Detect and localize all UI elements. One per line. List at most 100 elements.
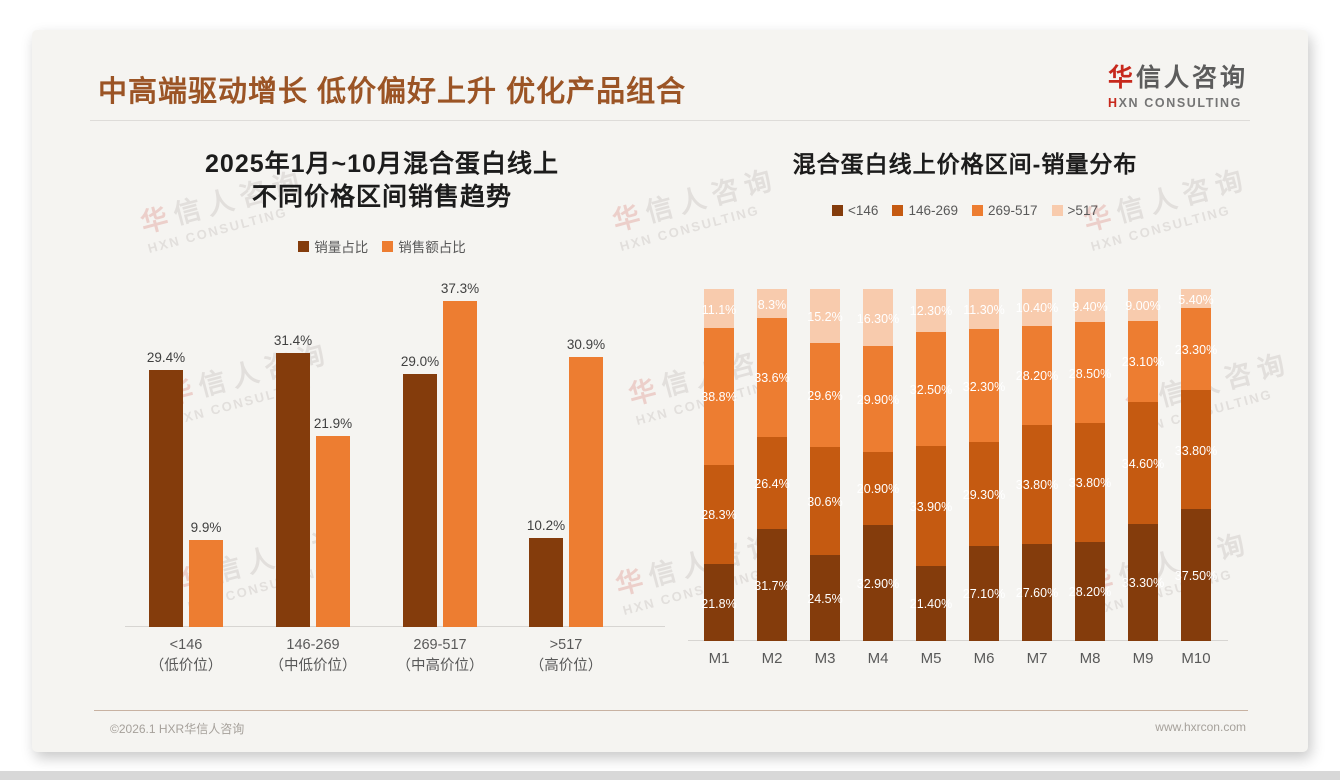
segment-value-label: 37.50% (1174, 569, 1218, 583)
stacked-bar-segment (810, 289, 840, 343)
bar-value-label: 37.3% (440, 281, 480, 296)
stacked-bar-segment (969, 289, 999, 329)
segment-value-label: 32.90% (856, 577, 900, 592)
bar (443, 301, 477, 627)
title-divider (90, 120, 1250, 121)
legend-item: 销售额占比 (382, 236, 466, 256)
bar (403, 374, 437, 627)
stacked-bar-segment (969, 545, 999, 641)
stacked-bar-segment (810, 447, 840, 555)
segment-value-label: 31.7% (754, 579, 790, 594)
segment-value-label: 28.50% (1068, 366, 1112, 381)
legend-item: >517 (1051, 203, 1098, 218)
slide-card: 华信人咨询 HXN CONSULTING 华信人咨询 HXN CONSULTING 华信… (32, 30, 1308, 752)
segment-value-label: 32.50% (909, 383, 953, 398)
legend-item: <146 (832, 203, 878, 218)
segment-value-label: 21.40% (909, 597, 953, 612)
month-label: M5 (920, 650, 942, 667)
brand-logo-en: HXN CONSULTING (1107, 96, 1242, 110)
segment-value-label: 29.30% (962, 488, 1006, 503)
segment-value-label: 29.90% (856, 393, 900, 407)
stacked-bar-segment (1181, 289, 1211, 309)
legend-swatch-icon (892, 205, 904, 216)
month-label: M2 (761, 650, 783, 667)
legend-swatch-icon (298, 240, 310, 252)
stacked-bar-segment (863, 346, 893, 452)
legend-item: 销量占比 (298, 236, 368, 256)
stacked-bar-segment (810, 554, 840, 641)
segment-value-label: 33.90% (909, 500, 953, 515)
left-x-axis (125, 626, 665, 627)
stacked-bar-segment (704, 464, 734, 565)
bar (529, 538, 563, 627)
stacked-bar-segment (916, 288, 946, 332)
segment-value-label: 29.6% (807, 388, 843, 403)
segment-value-label: 33.80% (1068, 476, 1112, 491)
stacked-bar-segment (810, 342, 840, 448)
legend-swatch-icon (382, 240, 394, 252)
stacked-bar-segment (1022, 289, 1052, 326)
stacked-bar-segment (1181, 509, 1211, 641)
stacked-bar-segment (757, 529, 787, 641)
segment-value-label: 32.30% (962, 379, 1006, 394)
brand-logo: 华信人咨询 HXN CONSULTING (1108, 58, 1248, 110)
bar (189, 540, 223, 627)
stacked-bar-segment (1075, 289, 1105, 323)
right-category-labels: M1 M2 M3 M4 M5 M6 M7 M8 M9 M10 (688, 650, 1228, 676)
legend-label: 销量占比 (314, 240, 369, 255)
legend-swatch-icon (1051, 205, 1063, 216)
footer-website: www.hxrcon.com (1155, 720, 1246, 734)
stacked-bar-segment (1128, 320, 1158, 402)
month-label: M6 (973, 650, 995, 667)
segment-value-label: 24.5% (807, 591, 843, 606)
right-chart-panel: 混合蛋白线上价格区间-销量分布 <146 146-269 269-517 >517 (678, 148, 1252, 218)
stacked-bar-segment (1181, 308, 1211, 391)
segment-value-label: 5.40% (1178, 292, 1214, 307)
stacked-bar-segment (916, 565, 946, 641)
bar-value-label: 30.9% (566, 337, 606, 352)
left-chart-title-line2: 不同价格区间销售趋势 (251, 183, 512, 211)
legend-label: 146-269 (908, 203, 958, 218)
segment-value-label: 20.90% (856, 482, 900, 497)
segment-value-label: 11.30% (963, 302, 1005, 317)
slide-title: 中高端驱动增长 低价偏好上升 优化产品组合 (98, 76, 687, 108)
stacked-bar-segment (1181, 390, 1211, 509)
footer-copyright: ©2026.1 HXR华信人咨询 (110, 722, 245, 736)
stacked-bar-segment (757, 318, 787, 437)
category-label: 146-269 （中低价位） (269, 637, 357, 674)
segment-value-label: 33.80% (1015, 478, 1059, 493)
stacked-bar-segment (1128, 289, 1158, 321)
segment-value-label: 12.30% (909, 304, 953, 319)
left-chart-title-line1: 2025年1月~10月混合蛋白线上 (205, 150, 559, 178)
segment-value-label: 15.2% (807, 310, 843, 325)
right-chart-title: 混合蛋白线上价格区间-销量分布 (792, 151, 1138, 177)
segment-value-label: 26.4% (754, 476, 790, 491)
segment-value-label: 11.1% (701, 302, 737, 317)
segment-value-label: 27.60% (1015, 586, 1059, 601)
bar-value-label: 29.0% (400, 354, 440, 369)
segment-value-label: 38.8% (701, 390, 737, 405)
bar (149, 370, 183, 627)
bar-value-label: 29.4% (146, 350, 186, 365)
month-label: M7 (1026, 650, 1048, 667)
segment-value-label: 8.3% (757, 297, 787, 312)
stacked-bar-segment (1075, 422, 1105, 542)
segment-value-label: 9.40% (1072, 299, 1108, 314)
stacked-bar-plot: 21.8% 28.3% 38.8% 11.1% 31.7% 26.4% 33.6% 8.3% 2… (688, 288, 1228, 641)
right-chart-legend: <146 146-269 269-517 >517 (678, 203, 1252, 218)
month-label: M10 (1181, 650, 1211, 667)
stacked-bar-segment (1022, 543, 1052, 641)
segment-value-label: 28.3% (701, 508, 737, 523)
left-category-labels: <146 （低价位） 146-269 （中低价位） 269-517 （中高价位） >517 （… (125, 635, 665, 685)
bar-value-label: 10.2% (526, 518, 566, 533)
segment-value-label: 34.60% (1121, 456, 1165, 471)
stacked-bar-segment (1022, 424, 1052, 544)
bar-value-label: 9.9% (190, 520, 222, 535)
bar (316, 436, 350, 627)
stacked-bar-segment (1075, 541, 1105, 641)
stacked-bar-segment (1022, 325, 1052, 425)
month-label: M8 (1079, 650, 1101, 667)
segment-value-label: 30.6% (807, 494, 843, 509)
month-label: M9 (1132, 650, 1154, 667)
